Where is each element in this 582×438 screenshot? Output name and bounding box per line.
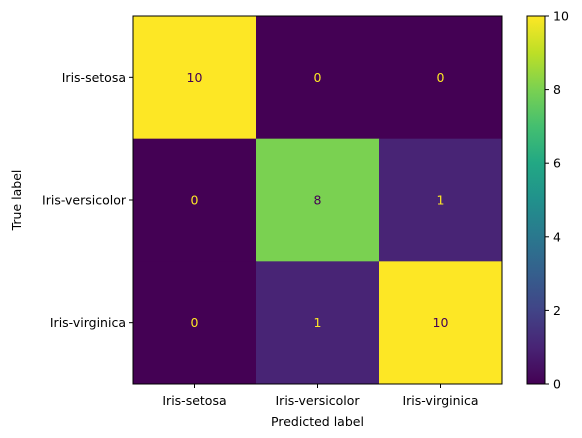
heatmap-cell [379, 261, 503, 385]
cell-value-label: 0 [437, 70, 445, 85]
heatmap-cell [133, 261, 257, 385]
x-axis-ticks: Iris-setosa Iris-versicolor Iris-virginica [162, 384, 479, 408]
heatmap-cell [133, 16, 257, 140]
cell-value-label: 0 [191, 315, 199, 330]
y-tick-label: Iris-versicolor [42, 193, 127, 208]
heatmap-cell-labels: 10 0 00 8 10 1 10 [187, 70, 449, 330]
x-tick-label: Iris-versicolor [276, 393, 361, 408]
cell-value-label: 0 [314, 70, 322, 85]
colorbar-tick-label: 4 [553, 229, 561, 244]
heatmap-cell [256, 138, 380, 262]
colorbar [526, 15, 546, 385]
cell-value-label: 8 [314, 193, 322, 208]
cell-value-label: 0 [191, 193, 199, 208]
heatmap-cell [256, 261, 380, 385]
cell-value-label: 10 [187, 70, 203, 85]
colorbar-tick-label: 2 [553, 303, 561, 318]
cell-value-label: 1 [314, 315, 322, 330]
x-tick-label: Iris-virginica [402, 393, 478, 408]
x-tick-label: Iris-setosa [162, 393, 226, 408]
heatmap-cell [379, 138, 503, 262]
cell-value-label: 1 [437, 193, 445, 208]
colorbar-tick-label: 0 [553, 377, 561, 392]
y-axis-title: True label [9, 170, 24, 232]
y-tick-label: Iris-setosa [62, 70, 126, 85]
x-axis-title: Predicted label [271, 414, 364, 429]
colorbar-tick-label: 10 [553, 9, 569, 24]
heatmap-cells [133, 16, 503, 385]
colorbar-tick-label: 8 [553, 82, 561, 97]
heatmap-cell [379, 16, 503, 140]
heatmap-cell [133, 138, 257, 262]
cell-value-label: 10 [433, 315, 449, 330]
heatmap-cell [256, 16, 380, 140]
colorbar-ticks: 0 2 4 6 8 10 [545, 9, 569, 392]
y-tick-label: Iris-virginica [50, 315, 126, 330]
colorbar-tick-label: 6 [553, 156, 561, 171]
y-axis-ticks: Iris-setosa Iris-versicolor Iris-virginica [42, 70, 133, 330]
